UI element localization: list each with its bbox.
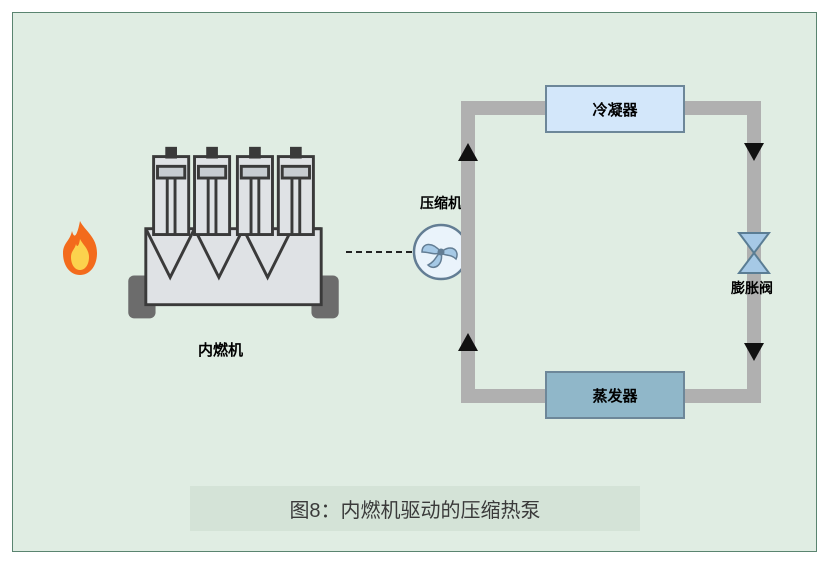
diagram-frame: 内燃机 压缩机 冷凝器 蒸发器 膨胀阀 [12, 12, 817, 552]
flow-arrow-up-1 [458, 143, 478, 161]
drive-shaft [346, 251, 412, 253]
figure-caption: 图8：内燃机驱动的压缩热泵 [190, 486, 640, 531]
flow-arrow-down-1 [744, 143, 764, 161]
condenser-label: 冷凝器 [592, 99, 637, 120]
flow-arrow-up-2 [458, 333, 478, 351]
engine-icon [126, 141, 341, 331]
expansion-valve-label: 膨胀阀 [731, 278, 773, 298]
engine-label: 内燃机 [198, 339, 243, 360]
compressor-label: 压缩机 [420, 193, 462, 213]
flow-arrow-down-2 [744, 343, 764, 361]
expansion-valve-icon [737, 231, 771, 275]
flame-icon [55, 219, 105, 279]
caption-text: 图8：内燃机驱动的压缩热泵 [289, 494, 540, 523]
evaporator-box: 蒸发器 [545, 371, 685, 419]
evaporator-label: 蒸发器 [592, 385, 637, 406]
condenser-box: 冷凝器 [545, 85, 685, 133]
